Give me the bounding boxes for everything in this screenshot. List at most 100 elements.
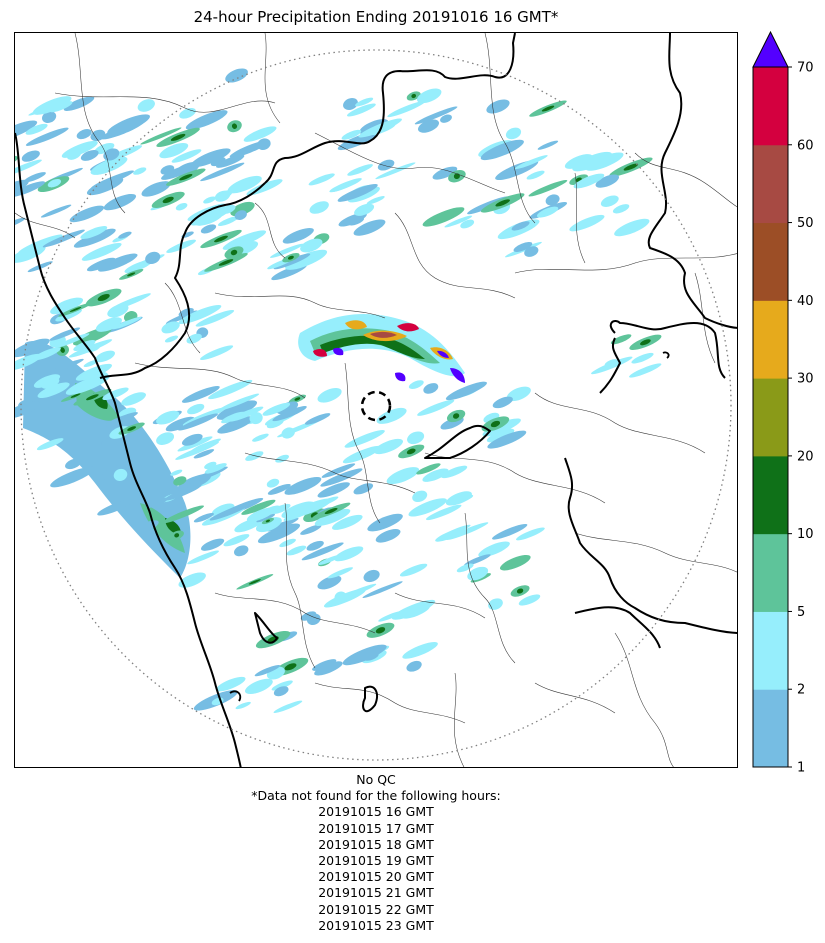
missing-hour: 20191015 16 GMT [318,804,434,820]
precip-streak [314,508,351,526]
precip-streak [193,512,214,523]
colorbar-tick-label: 5 [797,605,805,620]
precip-streak [49,101,73,113]
precip-streak [203,196,216,204]
precip-streak [217,216,239,227]
precip-streak [422,207,465,227]
precip-streak [33,374,61,388]
radar-site-marker [360,390,392,422]
precip-streak [137,99,155,112]
precip-streak [486,428,515,443]
precip-streak [21,150,40,162]
precip-streak [181,385,220,403]
precip-streak [162,505,204,524]
precip-streak [320,468,363,487]
precip-streak [118,231,132,239]
colorbar-border [752,66,789,768]
map-panel [14,32,738,768]
precip-streak [444,215,473,228]
precip-streak [376,407,407,424]
precip-streak [175,441,220,460]
precip-streak-core [541,105,555,112]
precip-streak [346,103,376,117]
precip-streak [513,388,527,397]
precip-streak [355,97,374,107]
precip-streak [446,522,489,540]
precip-streak [545,194,560,206]
precip-streak [631,352,654,364]
precip-streak [234,518,263,533]
precip-streak [342,644,387,666]
precip-streak [256,513,276,523]
precip-streak [241,499,276,515]
colorbar-segment [753,689,788,768]
precip-streak [591,356,633,375]
precip-streak [67,150,81,160]
colorbar-tick-label: 30 [797,372,814,387]
precip-streak-core [623,163,639,171]
colorbar-segment [753,611,788,690]
precip-streak [55,333,90,348]
precip-streak [353,483,374,495]
precip-streak [37,382,70,398]
precip-streak [141,181,171,197]
precip-streak [217,416,254,434]
precip-streak [200,224,217,234]
precip-streak [576,154,590,164]
precip-streak-core [495,199,510,207]
precip-streak [536,206,559,218]
precip-streak [347,164,373,176]
state-boundaries [15,33,737,767]
colorbar-tick-label: 50 [797,216,814,231]
precip-streak [23,172,46,183]
precip-streak [342,445,382,464]
precip-streak [331,514,363,530]
precip-streak [25,127,69,146]
precip-streak [69,205,105,223]
precip-streak-core [375,627,386,634]
precip-streak [200,162,245,182]
precip-streak [282,228,314,244]
precip-streak [323,588,366,608]
precip-streak [373,438,404,455]
precip-streak [416,463,441,475]
precip-streak [308,173,335,186]
precip-streak [518,594,541,606]
precip-streak [200,345,234,360]
precip-streak [343,98,358,110]
colorbar-extend-arrow [752,30,789,68]
precip-streaks [15,68,662,713]
precip-streak [15,401,40,419]
precip-streak-core [86,394,99,401]
precip-streak [362,581,403,598]
precip-streak [187,466,228,484]
precip-streak [28,99,68,116]
qc-note: No QC [356,772,396,787]
precip-streak [194,210,224,226]
precip-streak [204,463,227,474]
precip-streak-core [174,533,180,538]
chart-title: 24-hour Precipitation Ending 20191016 16… [193,8,559,26]
precip-streak [223,534,250,547]
precip-streak-core [516,588,524,594]
colorbar-segment [753,67,788,146]
precip-streak [309,201,329,214]
precip-streak [103,193,137,211]
precip-streak-core [248,579,261,585]
precip-streak [65,458,82,470]
colorbar-tick-label: 1 [797,761,805,776]
precip-streak [76,129,92,140]
precip-streak-core [294,397,301,401]
precip-streak [306,540,324,551]
precip-streak [245,678,273,694]
precip-streak [492,524,528,540]
precip-streak [267,517,299,532]
precip-streak [216,154,245,168]
precip-streak-core [490,420,501,428]
precip-streak [40,204,72,218]
coastline-islands [229,351,670,702]
precip-streak [41,403,65,413]
precip-streak [408,380,424,389]
precip-streak [15,181,45,197]
colorbar-tick-label: 60 [797,138,814,153]
